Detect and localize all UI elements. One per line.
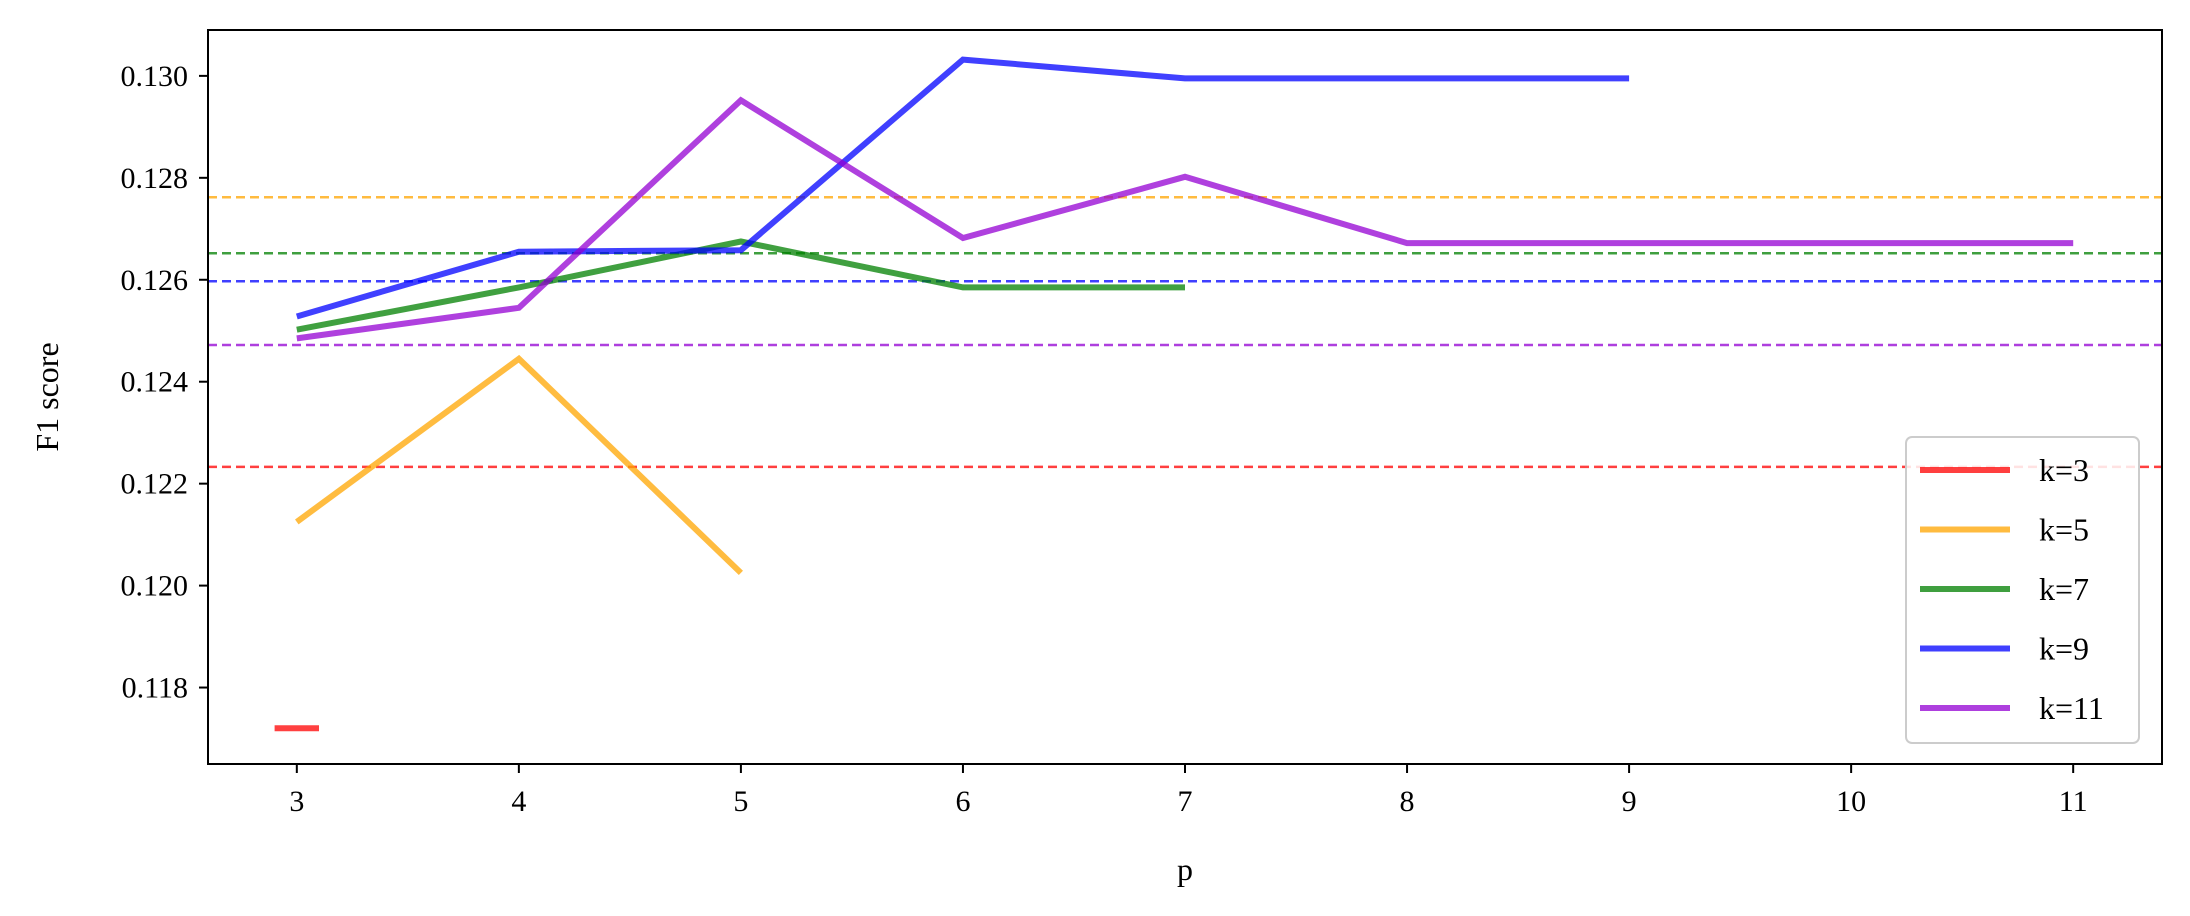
x-tick-label: 6 <box>955 785 970 818</box>
series-layer <box>274 56 2074 732</box>
legend-item-k=7: k=7 <box>1920 571 2089 607</box>
plot-frame <box>207 29 2163 765</box>
legend-item-k=5: k=5 <box>1920 512 2089 548</box>
x-tick-label: 8 <box>1400 785 1415 818</box>
series-line-k=11 <box>296 96 2074 342</box>
legend-item-k=9: k=9 <box>1920 631 2089 667</box>
y-tick-label: 0.128 <box>121 162 189 195</box>
x-tick-label: 7 <box>1178 785 1193 818</box>
series-line-k=9 <box>295 56 1630 320</box>
legend-label: k=7 <box>2039 571 2089 607</box>
legend-label: k=3 <box>2039 452 2089 488</box>
y-tick-label: 0.122 <box>121 468 189 501</box>
x-tick-label: 4 <box>511 785 526 818</box>
legend-label: k=11 <box>2039 690 2104 726</box>
baselines-layer <box>208 195 2162 469</box>
y-tick-label: 0.124 <box>121 366 189 399</box>
x-tick-label: 5 <box>733 785 748 818</box>
legend-box <box>1905 436 2140 744</box>
x-axis: 3 4 5 6 7 8 9 10 11 <box>289 764 2088 818</box>
x-tick-label: 9 <box>1622 785 1637 818</box>
legend-item-k=11: k=11 <box>1920 690 2104 726</box>
y-axis: 0.118 0.120 0.122 0.124 0.126 0.128 0.130 <box>121 60 208 705</box>
legend-label: k=5 <box>2039 512 2089 548</box>
x-tick-label: 10 <box>1836 785 1866 818</box>
legend-label: k=9 <box>2039 631 2089 667</box>
y-tick-label: 0.120 <box>121 570 189 603</box>
y-axis-label: F1 score <box>29 342 65 451</box>
x-axis-label: p <box>1177 851 1193 887</box>
y-tick-label: 0.130 <box>121 60 189 93</box>
y-tick-label: 0.118 <box>122 672 188 705</box>
series-line-k=7 <box>296 238 1185 333</box>
legend-item-k=3: k=3 <box>1920 452 2089 488</box>
y-tick-label: 0.126 <box>121 264 189 297</box>
x-tick-label: 3 <box>289 785 304 818</box>
legend: k=3 k=5 k=7 k=9 k=11 <box>1905 436 2140 744</box>
x-tick-label: 11 <box>2059 785 2088 818</box>
series-line-k=5 <box>295 354 743 576</box>
